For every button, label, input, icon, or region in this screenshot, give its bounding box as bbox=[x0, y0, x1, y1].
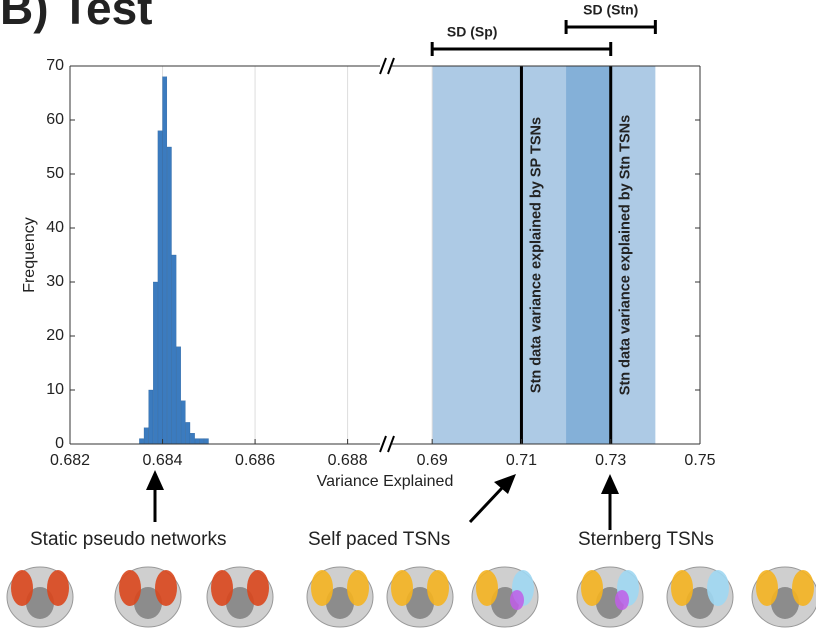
x-tick-label: 0.75 bbox=[684, 452, 715, 469]
brain-inner bbox=[406, 587, 434, 619]
brain-slice bbox=[751, 566, 816, 628]
activation bbox=[510, 590, 524, 610]
break-mark bbox=[387, 57, 395, 75]
activation bbox=[792, 570, 814, 606]
x-tick-label: 0.682 bbox=[50, 452, 90, 469]
histogram-bar bbox=[162, 76, 168, 445]
histogram-bar bbox=[167, 146, 172, 445]
brain-images bbox=[6, 566, 816, 628]
y-tick-label: 50 bbox=[46, 165, 64, 182]
brain-slice bbox=[576, 566, 644, 628]
x-tick-label: 0.73 bbox=[595, 452, 626, 469]
y-tick-label: 20 bbox=[46, 327, 64, 344]
activation bbox=[756, 570, 778, 606]
y-tick-label: 10 bbox=[46, 381, 64, 398]
panel-title: B) Test bbox=[0, 0, 153, 34]
histogram-bar bbox=[194, 438, 200, 445]
y-tick-label: 40 bbox=[46, 219, 64, 236]
image-group-label: Sternberg TSNs bbox=[578, 529, 714, 550]
brain-slice bbox=[666, 566, 734, 628]
axis-break bbox=[379, 57, 395, 453]
x-tick-label: 0.684 bbox=[143, 452, 183, 469]
arrow bbox=[468, 486, 504, 524]
activation bbox=[119, 570, 141, 606]
brain-slice bbox=[306, 566, 374, 628]
activation bbox=[615, 590, 629, 610]
activation bbox=[707, 570, 729, 606]
brain-slice bbox=[114, 566, 182, 628]
histogram-bar bbox=[148, 389, 154, 445]
arrow-head bbox=[601, 474, 619, 494]
histogram-bar bbox=[143, 427, 149, 445]
y-tick-label: 60 bbox=[46, 111, 64, 128]
activation bbox=[47, 570, 69, 606]
brain-inner bbox=[771, 587, 799, 619]
x-tick-label: 0.686 bbox=[235, 452, 275, 469]
break-mark bbox=[379, 57, 387, 75]
x-tick-label: 0.688 bbox=[328, 452, 368, 469]
activation bbox=[427, 570, 449, 606]
activation bbox=[11, 570, 33, 606]
histogram-bar bbox=[176, 346, 181, 445]
brain-slice bbox=[6, 566, 74, 628]
y-axis-label: Frequency bbox=[21, 217, 38, 293]
break-mark bbox=[387, 435, 395, 453]
activation bbox=[391, 570, 413, 606]
image-group-label: Self paced TSNs bbox=[308, 529, 450, 550]
brain-inner bbox=[226, 587, 254, 619]
y-tick-label: 0 bbox=[55, 435, 64, 452]
histogram-bar bbox=[139, 438, 144, 445]
brain-slice bbox=[386, 566, 454, 628]
arrows bbox=[146, 470, 619, 530]
arrow-head bbox=[494, 474, 516, 494]
mean-line-label: Stn data variance explained by Stn TSNs bbox=[618, 115, 634, 395]
x-axis-label: Variance Explained bbox=[317, 473, 454, 490]
histogram-bar bbox=[185, 422, 191, 445]
y-tick-label: 70 bbox=[46, 57, 64, 74]
y-tick-label: 30 bbox=[46, 273, 64, 290]
activation bbox=[671, 570, 693, 606]
activation bbox=[211, 570, 233, 606]
activation bbox=[247, 570, 269, 606]
sd-label: SD (Stn) bbox=[583, 2, 638, 18]
brain-inner bbox=[26, 587, 54, 619]
histogram-bar bbox=[153, 281, 158, 445]
activation bbox=[347, 570, 369, 606]
break-mark bbox=[379, 435, 387, 453]
histogram-bar bbox=[204, 438, 209, 445]
brain-inner bbox=[134, 587, 162, 619]
brain-slice bbox=[206, 566, 274, 628]
histogram-bar bbox=[180, 400, 186, 445]
mean-line-label: Stn data variance explained by SP TSNs bbox=[528, 117, 544, 393]
histogram-bar bbox=[190, 433, 195, 445]
brain-slice bbox=[471, 566, 539, 628]
histogram-bar bbox=[171, 254, 177, 445]
x-tick-label: 0.69 bbox=[417, 452, 448, 469]
histogram-bar bbox=[157, 130, 163, 445]
histogram-bar bbox=[199, 438, 205, 445]
brain-inner bbox=[686, 587, 714, 619]
brain-inner bbox=[326, 587, 354, 619]
plot-area: Stn data variance explained by SP TSNs SD… bbox=[21, 2, 715, 491]
activation bbox=[476, 570, 498, 606]
activation bbox=[155, 570, 177, 606]
image-group-label: Static pseudo networks bbox=[30, 529, 226, 550]
x-tick-label: 0.71 bbox=[506, 452, 537, 469]
arrow-head bbox=[146, 470, 164, 490]
activation bbox=[581, 570, 603, 606]
activation bbox=[311, 570, 333, 606]
sd-label: SD (Sp) bbox=[447, 24, 498, 40]
